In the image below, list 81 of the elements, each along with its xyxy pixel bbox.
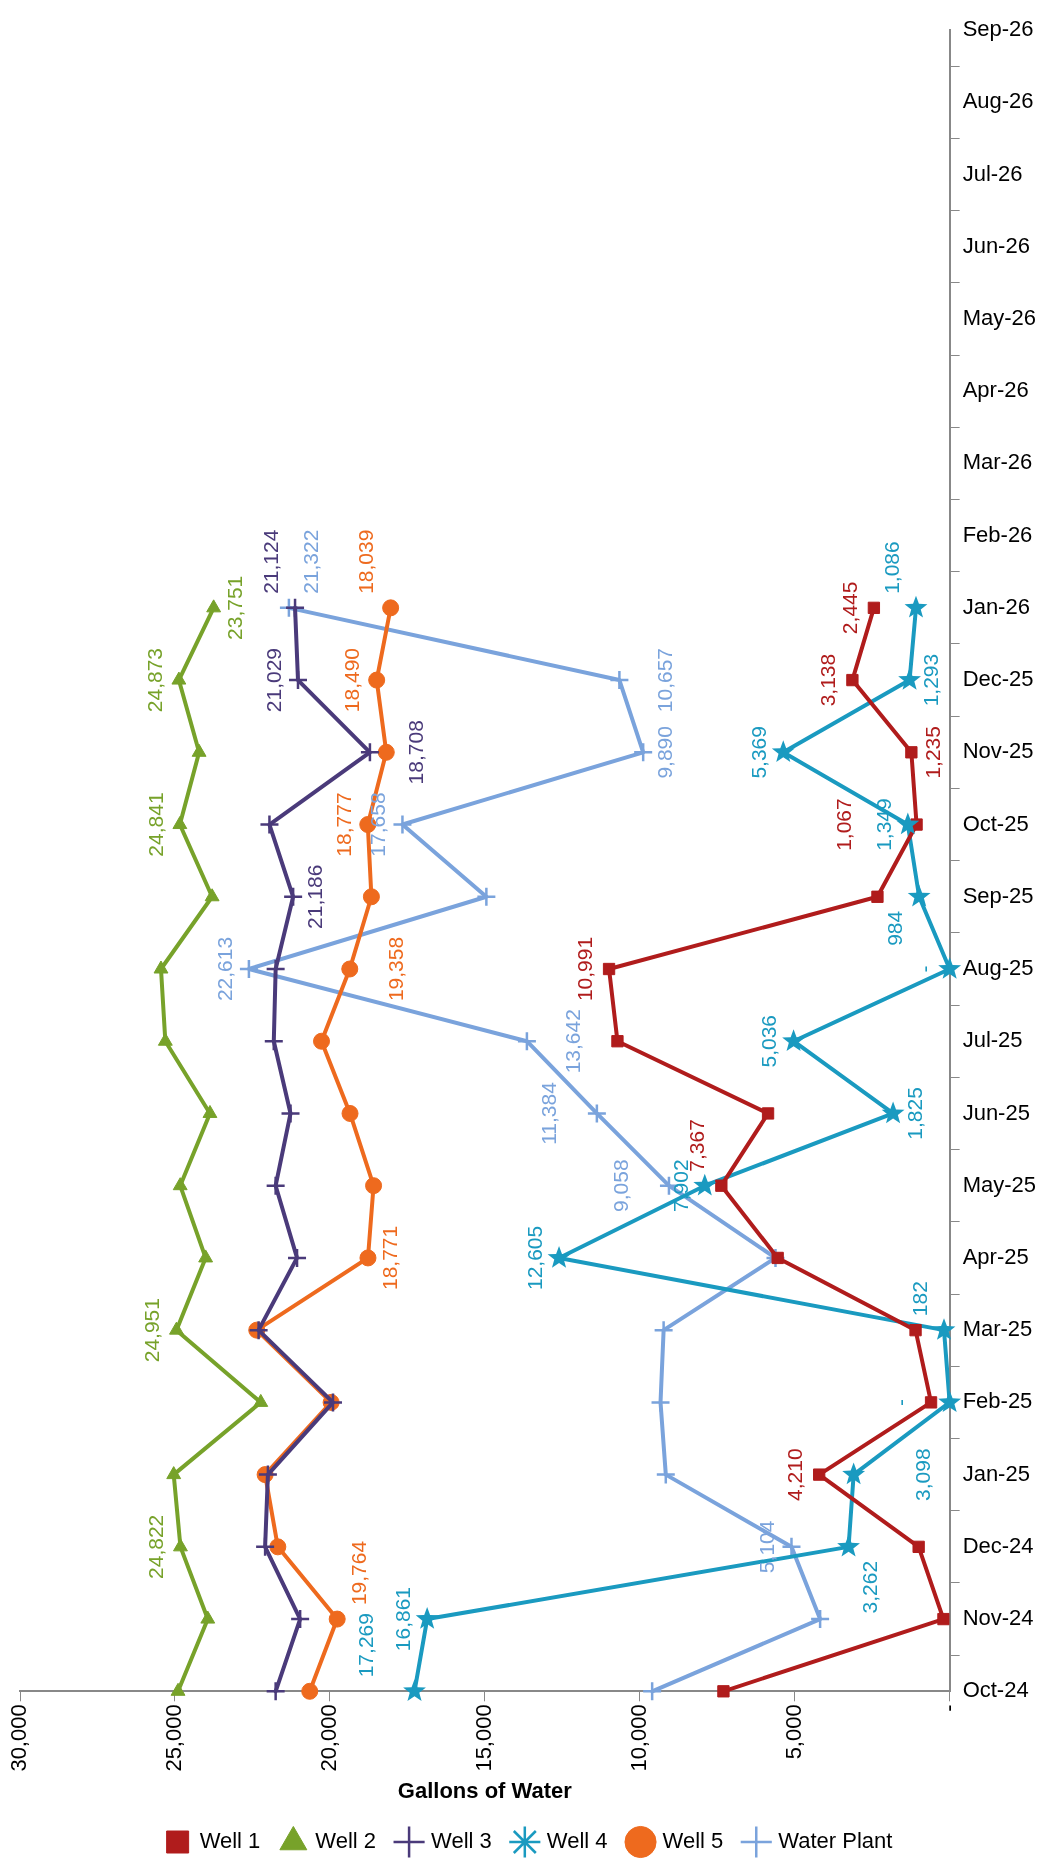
data-label: 18,771: [377, 1225, 401, 1291]
data-label: 182: [907, 1281, 931, 1317]
x-tick-label: 30,000: [6, 1704, 32, 1772]
legend-label: Well 2: [315, 1828, 377, 1854]
data-label: 24,841: [143, 792, 167, 857]
y-tick-label: Jan-26: [962, 593, 1030, 619]
y-tick-label: Nov-25: [962, 738, 1034, 764]
legend-label: Well 4: [546, 1828, 608, 1854]
data-label: -: [889, 1398, 913, 1406]
data-label: 11,384: [536, 1081, 560, 1145]
legend-label: Water Plant: [778, 1828, 893, 1854]
y-tick-label: May-25: [962, 1171, 1036, 1197]
data-label: 1,086: [879, 541, 903, 594]
data-label: 12,605: [522, 1225, 546, 1291]
data-label: 21,029: [261, 647, 285, 713]
data-label: 24,822: [144, 1514, 168, 1579]
data-label: 1,235: [921, 726, 945, 779]
y-tick-label: Apr-26: [962, 377, 1029, 403]
data-label: 10,991: [572, 936, 596, 1002]
data-label: 19,358: [383, 936, 407, 1002]
data-label: 18,490: [340, 647, 364, 713]
data-label: 22,613: [212, 936, 236, 1002]
y-tick-label: Jun-25: [962, 1099, 1030, 1125]
data-label: 19,764: [346, 1540, 370, 1606]
y-tick-label: Aug-26: [962, 88, 1034, 114]
x-tick-label: 10,000: [625, 1704, 651, 1772]
data-label: 9,890: [652, 726, 676, 779]
data-label: 1,293: [919, 653, 943, 707]
x-axis-title: Gallons of Water: [397, 1777, 573, 1803]
data-label: 5,036: [757, 1014, 781, 1068]
data-label: 17,658: [366, 792, 390, 857]
data-label: 984: [882, 910, 906, 946]
data-label: 23,751: [223, 575, 247, 640]
y-tick-label: Dec-25: [962, 666, 1034, 692]
y-tick-label: Mar-26: [962, 449, 1033, 475]
y-tick-label: Sep-26: [962, 16, 1034, 42]
legend-label: Well 3: [431, 1828, 492, 1854]
y-tick-label: Sep-25: [962, 882, 1034, 908]
data-label: 10,657: [653, 647, 677, 713]
data-label: 24,951: [140, 1298, 164, 1363]
x-tick-label: 15,000: [470, 1704, 496, 1772]
data-label: 18,039: [354, 529, 378, 594]
data-label: 18,777: [331, 792, 355, 857]
y-tick-label: Jul-26: [962, 160, 1023, 186]
data-label: 5,369: [747, 726, 771, 779]
data-label: 2,445: [837, 581, 861, 635]
y-tick-label: Feb-26: [962, 521, 1033, 547]
data-label: 1,067: [832, 798, 856, 851]
data-label: 17,269: [354, 1613, 378, 1678]
y-tick-label: Apr-25: [962, 1243, 1029, 1269]
y-tick-label: Oct-24: [962, 1677, 1029, 1703]
data-label: -: [913, 965, 937, 973]
y-tick-label: Aug-25: [962, 955, 1034, 981]
data-label: 21,124: [258, 529, 282, 594]
data-label: 4,210: [782, 1448, 806, 1501]
data-label: 3,138: [816, 653, 840, 707]
data-label: 3,262: [858, 1560, 882, 1614]
y-tick-label: Feb-25: [962, 1388, 1033, 1414]
y-tick-label: Nov-24: [962, 1605, 1034, 1631]
data-label: 13,642: [560, 1009, 584, 1074]
legend-label: Well 5: [662, 1828, 724, 1854]
x-tick-label: 5,000: [780, 1704, 806, 1760]
y-tick-label: Mar-25: [962, 1316, 1033, 1342]
y-tick-label: Jun-26: [962, 232, 1030, 258]
data-label: 18,708: [403, 720, 427, 785]
data-label: 21,186: [302, 864, 326, 929]
data-label: 3,098: [911, 1448, 935, 1501]
data-label: 24,873: [142, 647, 166, 713]
legend-label: Well 1: [199, 1828, 261, 1854]
y-tick-label: Jul-25: [962, 1027, 1023, 1053]
x-tick-label: 20,000: [315, 1704, 341, 1772]
y-tick-label: Jan-25: [962, 1460, 1030, 1486]
y-tick-label: Oct-25: [962, 810, 1029, 836]
y-tick-label: May-26: [962, 304, 1036, 330]
data-label: 9,058: [608, 1159, 632, 1212]
y-tick-label: Dec-24: [962, 1532, 1034, 1558]
x-tick-label: -: [935, 1704, 961, 1712]
data-label: 21,322: [298, 529, 322, 594]
data-label: 1,825: [902, 1087, 926, 1140]
x-tick-label: 25,000: [161, 1704, 186, 1772]
data-label: 16,861: [390, 1586, 414, 1652]
